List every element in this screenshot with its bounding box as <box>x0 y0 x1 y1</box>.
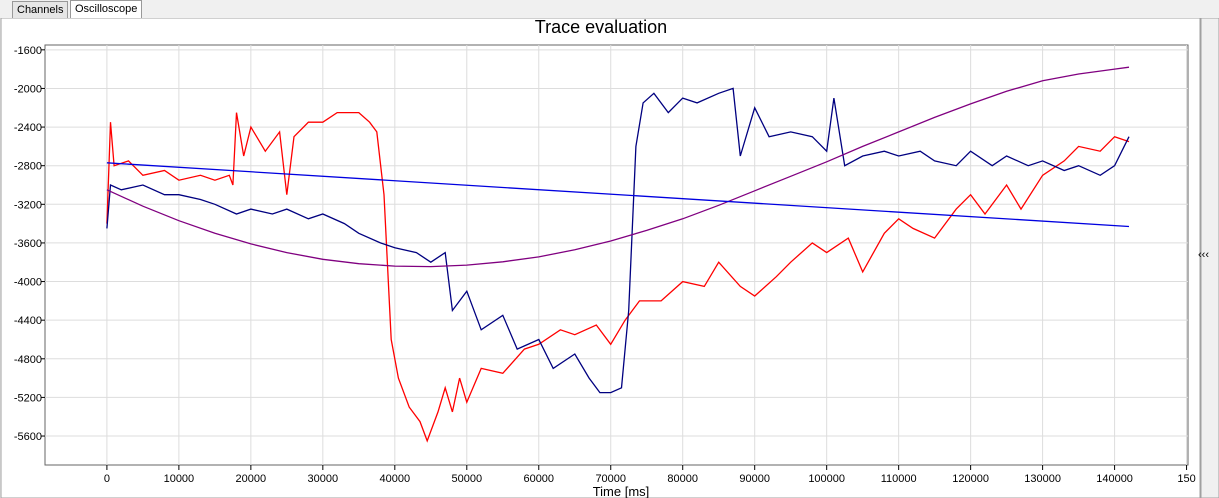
chart: ‹‹‹ Trace evaluation Time [ms] -1600 -200… <box>0 18 1219 498</box>
x-tick-label: 120000 <box>952 473 989 485</box>
plot-layer <box>45 45 1188 465</box>
x-tick-label: 70000 <box>595 473 626 485</box>
x-tick-label: 10000 <box>164 473 195 485</box>
x-tick-label: 150 <box>1177 473 1195 485</box>
series-line <box>106 162 1130 228</box>
x-tick-label: 0 <box>104 473 110 485</box>
grip: ‹‹‹ <box>1198 249 1209 261</box>
y-tick-label: -5600 <box>14 431 42 443</box>
x-tick-label: 50000 <box>451 473 482 485</box>
series-line <box>106 87 1130 394</box>
x-tick-label: 20000 <box>236 473 267 485</box>
y-tick-label: -4400 <box>14 315 42 327</box>
chart-title: Trace evaluation <box>535 18 667 37</box>
tab[interactable]: Channels <box>12 1 69 18</box>
tab[interactable]: Oscilloscope <box>70 0 143 19</box>
x-tick-label: 80000 <box>667 473 698 485</box>
x-axis-label: Time [ms] <box>593 484 650 498</box>
y-tick-label: -2000 <box>14 83 42 95</box>
x-tick-label: 140000 <box>1096 473 1133 485</box>
plot-area <box>44 44 1189 466</box>
y-tick-label: -3600 <box>14 238 42 250</box>
x-tick-label: 100000 <box>808 473 845 485</box>
y-tick-label: -2400 <box>14 122 42 134</box>
series-line <box>106 66 1130 268</box>
y-tick-label: -4000 <box>14 277 42 289</box>
y-tick-label: -1600 <box>14 45 42 57</box>
splitter[interactable] <box>1200 18 1219 498</box>
y-tick-label: -3200 <box>14 199 42 211</box>
x-tick-label: 60000 <box>523 473 554 485</box>
y-tick-label: -4800 <box>14 354 42 366</box>
y-tick-label: -5200 <box>14 392 42 404</box>
x-tick-label: 130000 <box>1024 473 1061 485</box>
x-tick-label: 110000 <box>881 473 917 485</box>
series-line <box>106 111 1130 443</box>
y-tick-label: -2800 <box>14 161 42 173</box>
x-tick-label: 40000 <box>380 473 411 485</box>
x-tick-label: 90000 <box>739 473 770 485</box>
x-tick-label: 30000 <box>308 473 339 485</box>
